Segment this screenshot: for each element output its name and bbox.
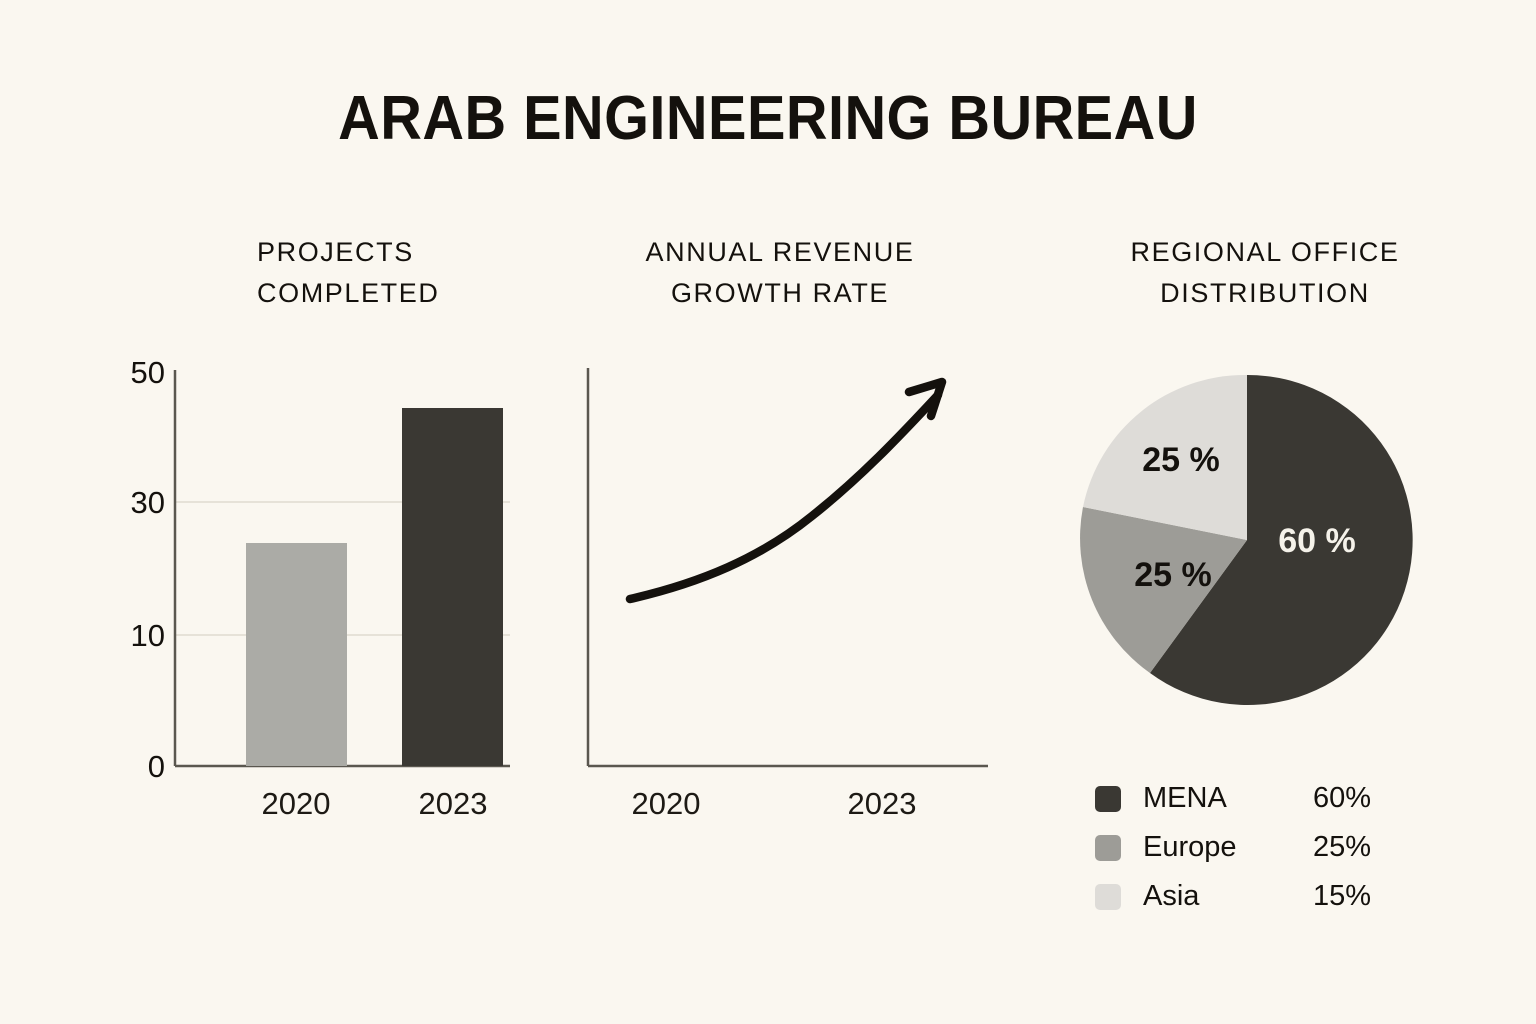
legend-swatch-asia [1095,883,1121,910]
panel-title-projects-completed: PROJECTS COMPLETED [257,237,440,308]
panel-projects-completed: PROJECTS COMPLETED [120,232,540,314]
pie-slice-label-mena: 60 % [1278,522,1356,560]
bar-chart-projects-completed: 50 30 10 0 2020 2023 [110,340,540,840]
line-category-label-2020: 2020 [632,786,701,821]
legend-value-asia: 15% [1313,880,1372,912]
legend-label-europe: Europe [1143,831,1237,863]
legend-value-europe: 25% [1313,831,1372,863]
legend-label-mena: MENA [1143,782,1227,814]
page-title: ARAB ENGINEERING BUREAU [338,84,1198,153]
panel-regional-office-distribution: REGIONAL OFFICE DISTRIBUTION [1030,232,1470,314]
bar-2020 [246,543,347,766]
legend-row-asia: Asia 15% [1095,872,1425,921]
y-tick-label-0: 0 [148,749,165,784]
pie-chart-regional-office-distribution: 60 % 25 % 25 % [1055,355,1445,705]
y-tick-label-50: 50 [131,355,165,390]
legend-row-mena: MENA 60% [1095,774,1425,823]
bar-category-label-2023: 2023 [419,786,488,821]
y-tick-label-10: 10 [131,618,165,653]
pie-slice-asia [1083,374,1247,540]
y-tick-label-30: 30 [131,485,165,520]
growth-curve-line [625,390,943,604]
legend-value-mena: 60% [1313,782,1372,814]
panel-annual-revenue-growth-rate: ANNUAL REVENUE GROWTH RATE [570,232,990,314]
line-chart-annual-revenue-growth: 2020 2023 [560,340,1010,840]
legend-swatch-europe [1095,834,1121,861]
arrow-head-icon [904,377,947,421]
pie-slice-europe [1080,507,1247,673]
legend-row-europe: Europe 25% [1095,823,1425,872]
pie-slice-label-asia: 25 % [1142,441,1220,479]
pie-chart-legend: MENA 60% Europe 25% Asia 15% [1095,774,1425,921]
panel-title-regional-office-distribution: REGIONAL OFFICE DISTRIBUTION [1130,237,1400,308]
line-category-label-2023: 2023 [848,786,917,821]
panel-title-annual-revenue-growth-rate: ANNUAL REVENUE GROWTH RATE [645,237,915,308]
pie-slice-mena [1150,374,1413,705]
pie-slice-label-europe: 25 % [1134,556,1212,594]
legend-swatch-mena [1095,785,1121,812]
legend-label-asia: Asia [1143,880,1200,912]
bar-category-label-2020: 2020 [262,786,331,821]
bar-2023 [402,408,503,766]
